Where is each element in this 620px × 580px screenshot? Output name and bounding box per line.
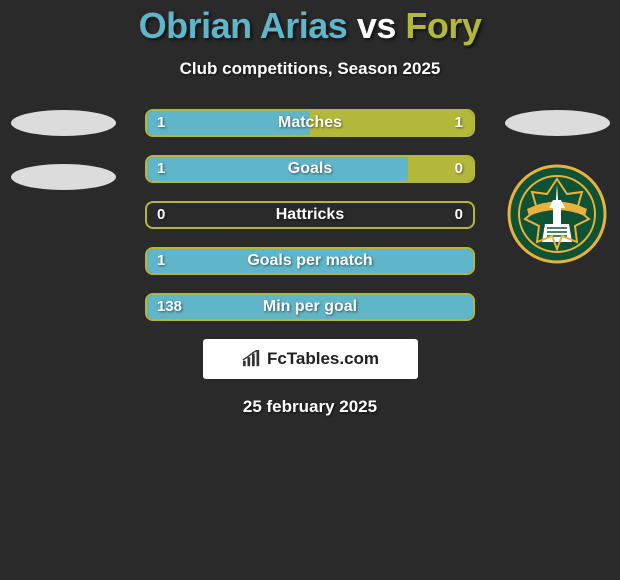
stat-label: Min per goal <box>147 295 473 319</box>
stat-label: Matches <box>147 111 473 135</box>
brand-box[interactable]: FcTables.com <box>203 339 418 379</box>
left-team-ellipse-1 <box>11 110 116 136</box>
right-team-badge <box>507 164 607 264</box>
stat-value-left: 1 <box>157 111 165 135</box>
stat-value-right: 0 <box>455 157 463 181</box>
stat-row: Matches1 1 <box>145 109 475 137</box>
stat-value-left: 1 <box>157 249 165 273</box>
stat-label: Goals <box>147 157 473 181</box>
stat-label: Hattricks <box>147 203 473 227</box>
vs-label: vs <box>357 5 396 46</box>
stat-label: Goals per match <box>147 249 473 273</box>
stat-value-left: 0 <box>157 203 165 227</box>
brand-text: FcTables.com <box>267 349 379 369</box>
left-team-ellipse-2 <box>11 164 116 190</box>
stat-value-left: 1 <box>157 157 165 181</box>
subtitle: Club competitions, Season 2025 <box>0 59 620 79</box>
stat-value-right: 1 <box>455 111 463 135</box>
stat-row: Min per goal138 <box>145 293 475 321</box>
right-team-logo-area <box>502 110 612 264</box>
stats-bars: Matches11Goals10Hattricks00Goals per mat… <box>145 109 475 321</box>
left-team-logo-area <box>8 110 118 218</box>
stat-row: Hattricks0 0 <box>145 201 475 229</box>
player2-name: Fory <box>405 5 481 46</box>
stat-row: Goals per match1 <box>145 247 475 275</box>
bar-chart-icon <box>241 350 263 368</box>
player1-name: Obrian Arias <box>139 5 348 46</box>
comparison-card: Obrian Arias vs Fory Club competitions, … <box>0 0 620 417</box>
timbers-badge-icon <box>507 164 607 264</box>
right-team-ellipse-1 <box>505 110 610 136</box>
stat-row: Goals1 0 <box>145 155 475 183</box>
stat-value-right: 0 <box>455 203 463 227</box>
page-title: Obrian Arias vs Fory <box>0 5 620 47</box>
stat-value-left: 138 <box>157 295 182 319</box>
date-label: 25 february 2025 <box>0 397 620 417</box>
